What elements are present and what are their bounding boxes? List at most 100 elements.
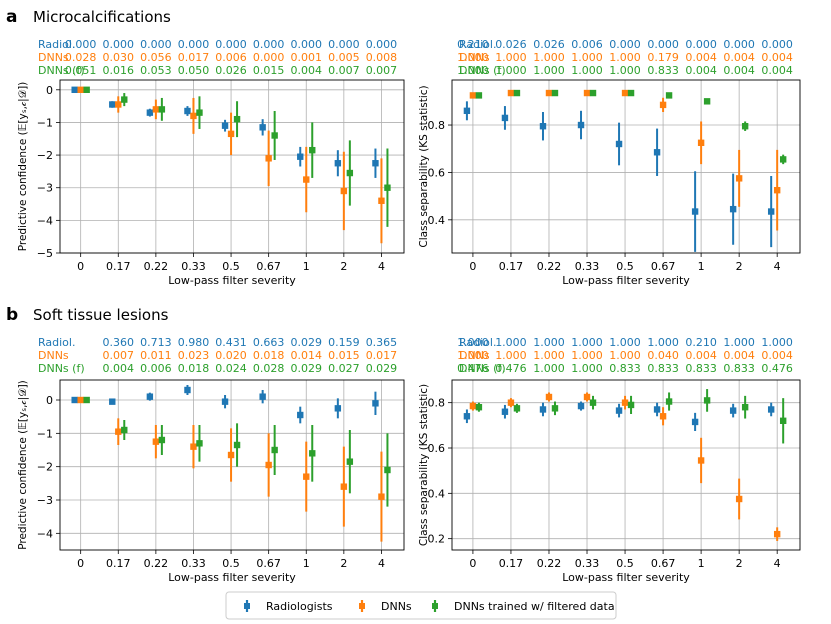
- point-radiologists: [615, 140, 623, 148]
- point-dnns: [190, 443, 197, 450]
- y-tick-label: −2: [37, 149, 53, 162]
- point-radiologists: [691, 208, 699, 215]
- point-dnns-filtered: [475, 92, 483, 99]
- pvalue-cell: 0.007: [328, 64, 360, 77]
- point-dnns-filtered: [83, 396, 90, 404]
- pvalue-cell: 0.000: [65, 38, 97, 51]
- point-radiologists: [539, 123, 547, 130]
- pvalue-row-label: DNNs (f): [459, 64, 506, 77]
- pvalue-cell: 0.026: [495, 38, 527, 51]
- x-tick-label: 0.67: [651, 557, 676, 570]
- y-tick-label: 0.8: [428, 397, 446, 410]
- pvalue-cell: 1.000: [647, 336, 679, 349]
- pvalue-cell: 1.000: [609, 51, 641, 64]
- pvalue-row-label: DNNs (f): [38, 64, 85, 77]
- pvalue-cell: 1.000: [723, 336, 755, 349]
- pvalue-cell: 0.431: [215, 336, 247, 349]
- pvalue-cell: 0.053: [140, 64, 172, 77]
- point-dnns-filtered: [271, 446, 278, 454]
- pvalue-row-label: DNNs: [459, 349, 490, 362]
- pvalue-cell: 0.210: [457, 38, 489, 51]
- point-radiologists: [259, 393, 266, 400]
- y-axis-label: Class separability (KS statistic): [418, 85, 430, 247]
- y-tick-label: −1: [37, 116, 53, 129]
- legend-entry-dnns-filtered: DNNs trained w/ filtered data: [432, 600, 615, 613]
- point-dnns-filtered: [741, 123, 749, 130]
- point-dnns: [773, 530, 781, 538]
- point-radiologists: [577, 402, 585, 410]
- pvalue-cell: 0.029: [366, 362, 398, 375]
- point-radiologists: [501, 114, 509, 122]
- pvalue-cell: 0.016: [103, 64, 135, 77]
- legend-radiologists-marker: [244, 603, 250, 609]
- pvalue-cell: 0.004: [685, 51, 717, 64]
- pvalue-cell: 0.028: [253, 362, 285, 375]
- pvalue-row-label: DNNs (f): [459, 362, 506, 375]
- y-tick-label: −3: [37, 182, 53, 195]
- legend-dnns-filtered-marker: [432, 603, 438, 609]
- pvalue-cell: 1.000: [457, 64, 489, 77]
- x-tick-label: 2: [736, 557, 743, 570]
- point-dnns-filtered: [233, 441, 241, 449]
- x-tick-label: 0.33: [575, 557, 600, 570]
- pvalue-cell: 1.000: [761, 336, 793, 349]
- pvalue-cell: 0.024: [215, 362, 247, 375]
- point-dnns-filtered: [665, 398, 673, 405]
- point-radiologists: [71, 86, 78, 93]
- x-tick-label: 0.17: [106, 557, 131, 570]
- pvalue-cell: 1.000: [495, 51, 527, 64]
- y-tick-label: 0: [46, 394, 53, 407]
- x-axis-label: Low-pass filter severity: [168, 571, 296, 584]
- x-axis-label: Low-pass filter severity: [562, 571, 690, 584]
- point-dnns: [583, 89, 591, 97]
- point-radiologists: [297, 411, 304, 419]
- pvalue-row-label: DNNs: [38, 349, 69, 362]
- x-tick-label: 0.22: [144, 557, 169, 570]
- x-tick-label: 0.5: [616, 260, 634, 273]
- legend-dnns-label: DNNs: [381, 600, 412, 613]
- pvalue-cell: 0.000: [253, 51, 285, 64]
- pvalue-cell: 1.000: [571, 64, 603, 77]
- plot-frame: [59, 79, 405, 254]
- pvalue-cell: 1.000: [533, 51, 565, 64]
- x-tick-label: 0.33: [181, 260, 206, 273]
- pvalue-cell: 1.000: [495, 336, 527, 349]
- y-axis-label: Predictive confidence (𝔼[yₛ,𝒸|𝒟]): [17, 380, 29, 550]
- pvalue-cell: 1.000: [495, 64, 527, 77]
- pvalue-cell: 1.000: [609, 349, 641, 362]
- pvalue-cell: 0.476: [495, 362, 527, 375]
- x-tick-label: 1: [698, 557, 705, 570]
- pvalue-cell: 0.000: [103, 38, 135, 51]
- pvalue-cell: 0.476: [761, 362, 793, 375]
- legend-box: [225, 591, 617, 620]
- y-axis-label: Class separability (KS statistic): [418, 384, 430, 546]
- y-tick-label: 0.6: [428, 442, 446, 455]
- y-axis-label: Predictive confidence (𝔼[yₛ,𝒸|𝒟]): [17, 82, 29, 252]
- pvalue-cell: 0.056: [140, 51, 172, 64]
- pvalue-cell: 0.000: [647, 38, 679, 51]
- x-tick-label: 0: [469, 260, 476, 273]
- point-dnns: [303, 473, 310, 480]
- pvalue-cell: 0.663: [253, 336, 285, 349]
- point-dnns: [265, 461, 272, 469]
- pvalue-cell: 0.004: [723, 349, 755, 362]
- pvalue-cell: 0.004: [291, 64, 323, 77]
- panel-b-ks: 0.2 0.4 0.6 0.8 0 0.17 0.22 0.33 0.5 0.67 1 2 4 Low-p…: [418, 336, 801, 584]
- x-tick-label: 0.5: [222, 557, 240, 570]
- point-dnns: [697, 457, 705, 464]
- pvalue-cell: 0.000: [253, 38, 285, 51]
- point-radiologists: [221, 122, 229, 129]
- pvalue-cell: 0.027: [328, 362, 360, 375]
- point-radiologists: [297, 153, 304, 160]
- plot-frame: [59, 379, 405, 551]
- pvalue-cell: 1.000: [571, 51, 603, 64]
- x-tick-label: 0.5: [222, 260, 240, 273]
- pvalue-cell: 0.833: [647, 64, 679, 77]
- point-dnns-filtered: [196, 109, 203, 116]
- point-dnns-filtered: [309, 146, 316, 154]
- legend-dnns-marker: [359, 603, 365, 609]
- pvalue-cell: 0.004: [761, 64, 793, 77]
- pvalue-cell: 0.015: [328, 349, 360, 362]
- point-dnns-filtered: [665, 92, 673, 99]
- pvalue-cell: 0.000: [215, 38, 247, 51]
